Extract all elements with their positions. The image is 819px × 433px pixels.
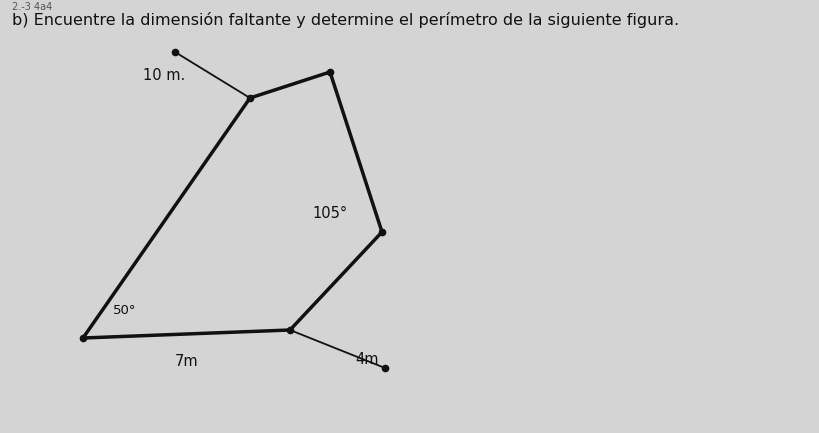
Text: 2.-3 4a4: 2.-3 4a4	[12, 2, 52, 12]
Text: b) Encuentre la dimensión faltante y determine el perímetro de la siguiente figu: b) Encuentre la dimensión faltante y det…	[12, 12, 679, 28]
Text: 10 m.: 10 m.	[143, 68, 186, 83]
Text: 105°: 105°	[312, 207, 347, 222]
Text: 7m: 7m	[174, 355, 198, 369]
Text: 4m: 4m	[355, 352, 379, 366]
Text: 50°: 50°	[113, 304, 137, 317]
